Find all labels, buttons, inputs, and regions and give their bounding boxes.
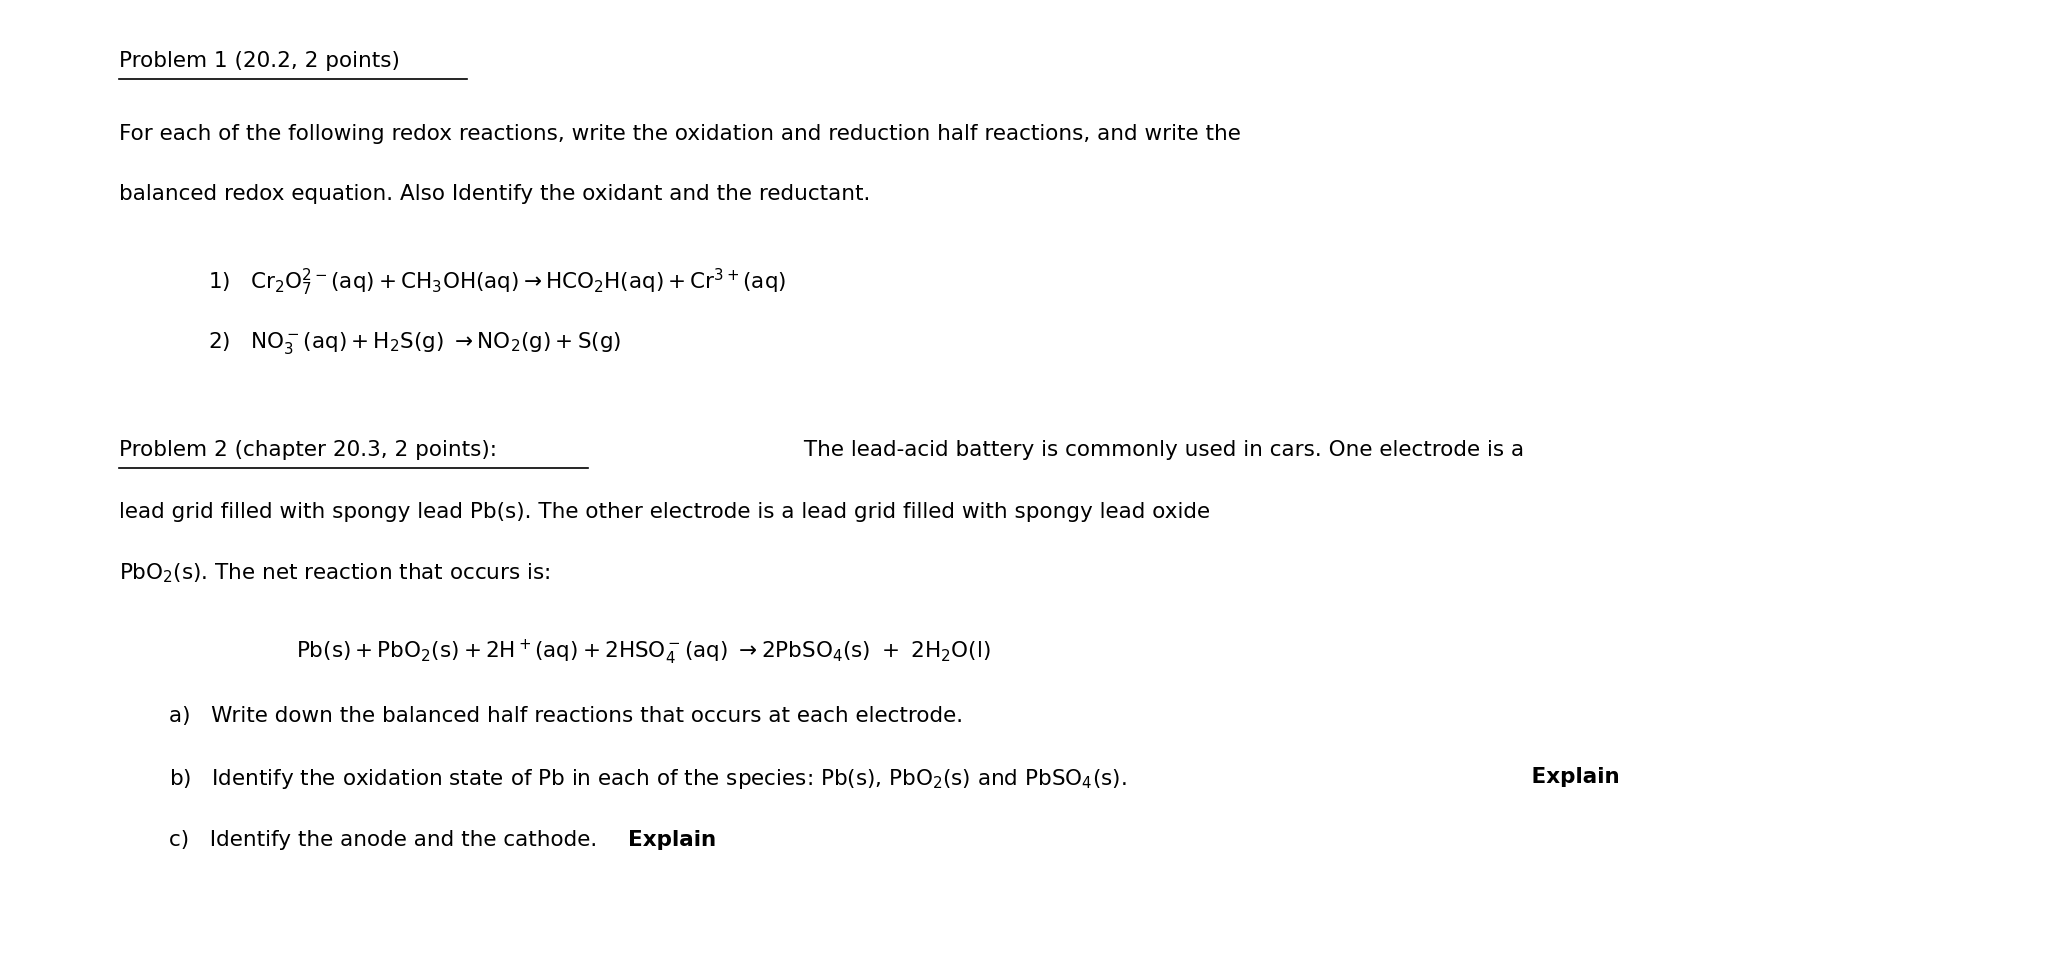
- Text: $\mathregular{Pb(s) + PbO_2(s) + 2H^+(aq) + 2HSO_4^-(aq)\ \rightarrow 2PbSO_4(s): $\mathregular{Pb(s) + PbO_2(s) + 2H^+(aq…: [297, 637, 990, 666]
- Text: c)   Identify the anode and the cathode.: c) Identify the anode and the cathode.: [168, 829, 610, 849]
- Text: b)   Identify the oxidation state of Pb in each of the species: Pb(s), $\mathreg: b) Identify the oxidation state of Pb in…: [168, 766, 1125, 790]
- Text: The lead-acid battery is commonly used in cars. One electrode is a: The lead-acid battery is commonly used i…: [798, 440, 1524, 460]
- Text: balanced redox equation. Also Identify the oxidant and the reductant.: balanced redox equation. Also Identify t…: [119, 184, 872, 204]
- Text: a)   Write down the balanced half reactions that occurs at each electrode.: a) Write down the balanced half reaction…: [168, 705, 964, 725]
- Text: Problem 1 (20.2, 2 points): Problem 1 (20.2, 2 points): [119, 51, 401, 71]
- Text: lead grid filled with spongy lead Pb(s). The other electrode is a lead grid fill: lead grid filled with spongy lead Pb(s).…: [119, 501, 1211, 521]
- Text: 1)   $\mathregular{Cr_2O_7^{2-}(aq)+CH_3OH(aq)\rightarrow HCO_2H(aq)+Cr^{3+}(aq): 1) $\mathregular{Cr_2O_7^{2-}(aq)+CH_3OH…: [209, 266, 786, 297]
- Text: Explain: Explain: [628, 829, 716, 849]
- Text: 2)   $\mathregular{NO_3^-(aq)+H_2S(g)\ \rightarrow NO_2(g)+S(g)}$: 2) $\mathregular{NO_3^-(aq)+H_2S(g)\ \ri…: [209, 330, 622, 356]
- Text: $\mathregular{PbO_2}$(s). The net reaction that occurs is:: $\mathregular{PbO_2}$(s). The net reacti…: [119, 560, 550, 584]
- Text: For each of the following redox reactions, write the oxidation and reduction hal: For each of the following redox reaction…: [119, 124, 1242, 144]
- Text: Problem 2 (chapter 20.3, 2 points):: Problem 2 (chapter 20.3, 2 points):: [119, 440, 497, 460]
- Text: Explain: Explain: [1524, 766, 1620, 786]
